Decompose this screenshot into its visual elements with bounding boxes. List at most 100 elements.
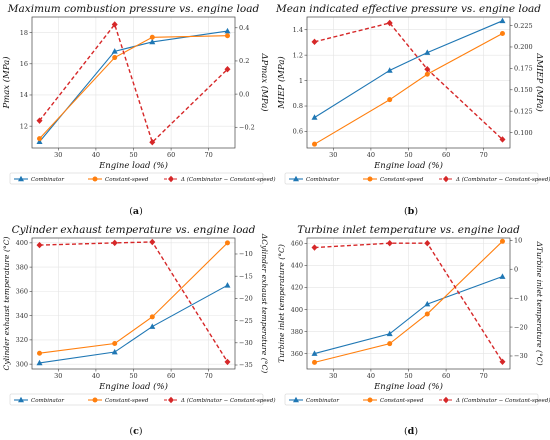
- x-tick-label: 70: [205, 151, 213, 159]
- series-line-constant-speed: [314, 33, 503, 145]
- chart-title: Turbine inlet temperature vs. engine loa…: [297, 224, 520, 236]
- panel-letter: (d): [404, 426, 418, 437]
- y2-tick-label: 0.4: [239, 24, 249, 32]
- legend-marker: [18, 175, 24, 182]
- y-tick-label: 0.8: [293, 102, 303, 110]
- y2-tick-label: −20: [239, 295, 253, 303]
- data-point-delta: [224, 66, 231, 73]
- data-point-delta: [424, 240, 431, 247]
- data-point-constant-speed: [112, 55, 118, 61]
- y2-tick-label: −35: [239, 361, 253, 369]
- data-point-delta: [111, 21, 118, 28]
- data-point-constant-speed: [224, 240, 230, 246]
- y2-tick-label: 0.0: [239, 90, 249, 98]
- data-point-combinator: [386, 67, 393, 73]
- legend: Combinator Constant-speed Δ (Combinator − …: [9, 172, 275, 185]
- legend-label: Δ (Combinator − Constant-speed): [455, 176, 550, 183]
- x-axis-label: Engine load (%): [373, 160, 443, 171]
- data-point-combinator: [36, 138, 43, 145]
- panel-letter: (b): [404, 206, 418, 217]
- y-tick-label: 320: [16, 336, 28, 344]
- panel-letter: (a): [129, 206, 143, 217]
- y2-tick-label: 0.2: [239, 57, 249, 65]
- chart-title: Cylinder exhaust temperature vs. engine …: [12, 224, 256, 236]
- data-point-constant-speed: [387, 97, 393, 103]
- y-tick-label: 400: [291, 306, 303, 314]
- x-tick-label: 70: [480, 372, 488, 380]
- y-tick-label: 360: [291, 350, 303, 358]
- x-tick-label: 50: [404, 372, 412, 380]
- y2-tick-label: 0.100: [514, 129, 533, 137]
- chart-panel-d: Turbine inlet temperature vs. engine loa…: [277, 224, 550, 406]
- y2-tick-label: 0.150: [514, 86, 533, 94]
- data-point-delta: [149, 238, 156, 246]
- data-point-combinator: [149, 323, 156, 329]
- series-line-constant-speed: [39, 35, 228, 140]
- x-tick-label: 70: [205, 372, 213, 380]
- y-axis-label: Cylinder exhaust temperature (°C): [2, 236, 11, 370]
- y2-axis-label: ΔCylinder exhaust temperature (°C): [260, 233, 269, 373]
- data-point-constant-speed: [424, 71, 430, 77]
- data-point-combinator: [36, 359, 43, 366]
- y2-axis-label: ΔPmax (MPa): [259, 52, 270, 111]
- data-point-constant-speed: [312, 141, 318, 147]
- x-tick-label: 50: [129, 372, 137, 380]
- series-line-constant-speed: [314, 240, 503, 363]
- legend-label: Δ (Combinator − Constant-speed): [180, 176, 275, 183]
- y2-tick-label: −10: [239, 250, 253, 258]
- x-tick-label: 30: [54, 151, 62, 159]
- data-point-combinator: [224, 27, 231, 34]
- data-point-combinator: [424, 49, 431, 55]
- x-tick-label: 40: [92, 372, 100, 380]
- y-tick-label: 1.2: [293, 51, 303, 59]
- data-point-combinator: [111, 48, 118, 54]
- data-point-combinator: [424, 300, 431, 307]
- legend-marker: [443, 396, 449, 404]
- y-tick-label: 12: [20, 122, 28, 130]
- legend-marker: [168, 396, 174, 404]
- y-tick-label: 16: [20, 60, 28, 68]
- legend-marker: [443, 175, 449, 183]
- data-point-constant-speed: [387, 341, 393, 347]
- legend-label: Constant-speed: [380, 398, 424, 404]
- panel-letter: (c): [129, 426, 142, 437]
- x-tick-label: 30: [54, 372, 62, 380]
- series-line-delta: [39, 241, 229, 363]
- x-tick-label: 40: [92, 151, 100, 159]
- y-tick-label: 360: [16, 288, 28, 296]
- data-point-combinator: [311, 350, 318, 356]
- y-axis-label: Pmax (MPa): [1, 56, 12, 109]
- data-point-delta: [499, 136, 506, 143]
- y2-tick-label: −30: [514, 352, 528, 360]
- y2-axis-label: ΔMIEP (MPa): [534, 52, 545, 112]
- legend: Combinator Constant-speed Δ (Combinator − …: [9, 393, 275, 406]
- data-point-delta: [149, 138, 156, 146]
- x-tick-label: 60: [167, 151, 175, 159]
- legend-marker: [367, 176, 373, 182]
- y2-tick-label: −10: [514, 294, 528, 302]
- y-tick-label: 400: [16, 239, 28, 247]
- series-line-combinator: [314, 20, 503, 118]
- y2-axis-label: ΔTurbine inlet temperature (°C): [535, 240, 544, 365]
- y-tick-label: 1.4: [293, 26, 303, 34]
- legend-label: Combinator: [31, 177, 64, 183]
- x-tick-label: 60: [442, 372, 450, 380]
- series-line-constant-speed: [39, 242, 228, 354]
- data-point-delta: [311, 244, 318, 251]
- y2-tick-label: 0.125: [514, 107, 533, 115]
- y2-tick-label: −15: [239, 272, 253, 280]
- data-point-constant-speed: [499, 238, 505, 244]
- y2-tick-label: −0.2: [239, 123, 255, 131]
- data-point-combinator: [311, 114, 318, 120]
- legend-marker: [92, 176, 98, 182]
- y-tick-label: 0.6: [293, 128, 303, 136]
- data-point-combinator: [499, 273, 506, 279]
- data-point-delta: [36, 117, 43, 124]
- legend-label: Δ (Combinator − Constant-speed): [180, 397, 275, 404]
- y-tick-label: 420: [291, 284, 303, 292]
- y-axis-label: Turbine inlet temperature (°C): [277, 244, 286, 363]
- data-point-constant-speed: [499, 31, 505, 37]
- chart-panel-c: Cylinder exhaust temperature vs. engine …: [2, 224, 275, 406]
- data-point-constant-speed: [112, 341, 118, 347]
